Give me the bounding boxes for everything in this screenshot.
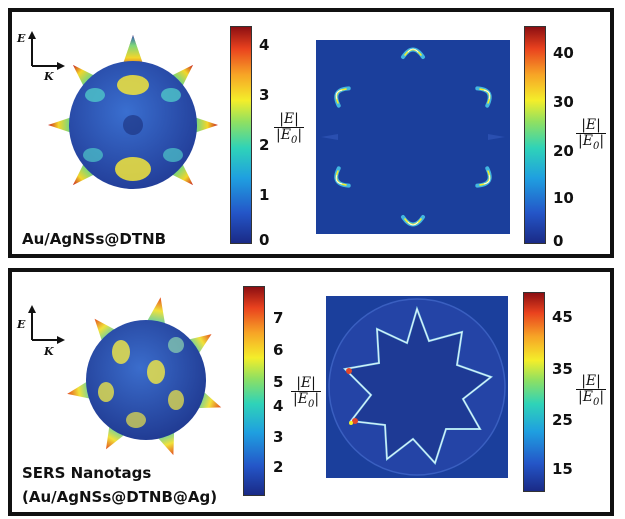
colorbar-right xyxy=(523,292,545,492)
colorbar-tick: 1 xyxy=(259,186,270,204)
field-enhancement-label: |E| |E0| xyxy=(576,373,607,409)
colorbar-tick: 4 xyxy=(273,397,284,415)
colorbar-tick: 7 xyxy=(273,309,284,327)
colorbar-tick: 3 xyxy=(259,86,270,104)
colorbar-tick: 25 xyxy=(552,411,573,429)
caption-top: Au/AgNSs@DTNB xyxy=(22,230,167,248)
colorbar-right xyxy=(524,26,546,244)
nanotag-3d-image xyxy=(67,297,222,456)
colorbar-left xyxy=(230,26,252,244)
colorbar-tick: 5 xyxy=(273,373,284,391)
field-map-image xyxy=(326,296,508,478)
caption-bottom-line2: (Au/AgNSs@DTNB@Ag) xyxy=(22,488,218,506)
colorbar-tick: 6 xyxy=(273,341,284,359)
colorbar-tick: 4 xyxy=(259,36,270,54)
colorbar-tick: 10 xyxy=(553,189,574,207)
field-map-image xyxy=(316,40,510,234)
e-axis-label: E xyxy=(17,32,26,45)
colorbar-tick: 40 xyxy=(553,44,574,62)
caption-bottom-line1: SERS Nanotags xyxy=(22,464,152,482)
colorbar-tick: 0 xyxy=(259,231,270,249)
axes-icon xyxy=(28,31,65,70)
colorbar-left xyxy=(243,286,265,496)
colorbar-tick: 0 xyxy=(553,232,564,250)
colorbar-tick: 35 xyxy=(552,360,573,378)
colorbar-tick: 15 xyxy=(552,460,573,478)
colorbar-tick: 2 xyxy=(259,136,270,154)
colorbar-tick: 3 xyxy=(273,428,284,446)
field-enhancement-label: |E| |E0| xyxy=(274,111,305,147)
colorbar-tick: 2 xyxy=(273,458,284,476)
field-enhancement-label: |E| |E0| xyxy=(291,375,322,411)
e-axis-label: E xyxy=(17,318,26,331)
colorbar-tick: 30 xyxy=(553,93,574,111)
k-axis-label: K xyxy=(44,345,54,358)
k-axis-label: K xyxy=(44,70,54,83)
colorbar-tick: 20 xyxy=(553,142,574,160)
colorbar-tick: 45 xyxy=(552,308,573,326)
field-enhancement-label: |E| |E0| xyxy=(576,117,607,153)
axes-icon xyxy=(28,305,65,344)
nanostar-3d-image xyxy=(48,35,218,189)
